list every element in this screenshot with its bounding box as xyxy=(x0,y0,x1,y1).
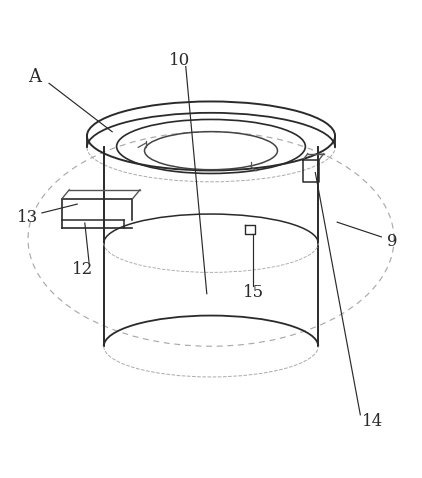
Text: 14: 14 xyxy=(362,413,384,431)
Text: 12: 12 xyxy=(72,261,93,278)
Text: A: A xyxy=(28,68,41,86)
Text: 10: 10 xyxy=(169,52,190,69)
Text: 13: 13 xyxy=(17,209,39,227)
Text: 15: 15 xyxy=(243,284,264,301)
Text: 9: 9 xyxy=(387,233,397,250)
